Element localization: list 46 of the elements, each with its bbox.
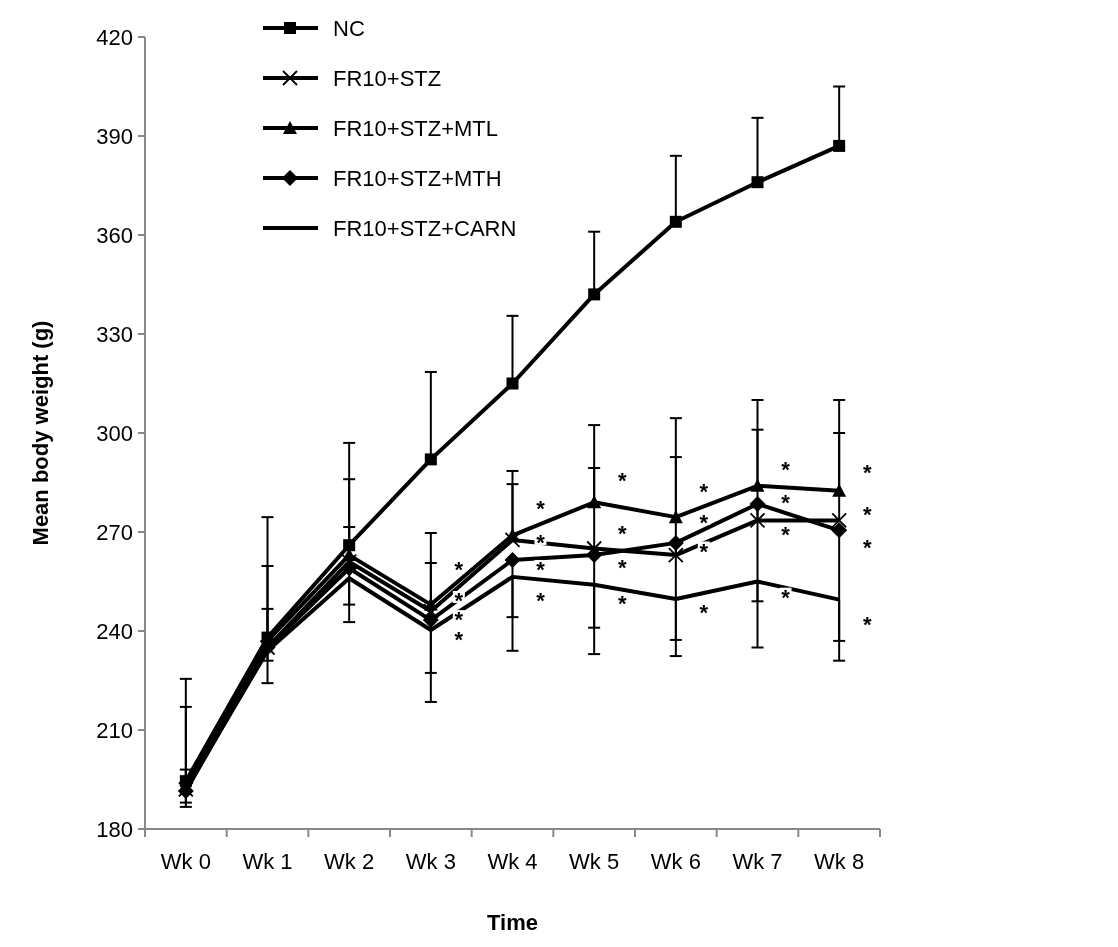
annotation: * bbox=[536, 588, 546, 613]
annotation: * bbox=[781, 456, 791, 482]
x-tick-label: Wk 1 bbox=[242, 849, 293, 874]
y-axis-title: Mean body weight (g) bbox=[28, 320, 53, 546]
x-axis-title: Time bbox=[487, 910, 538, 935]
annotation: * bbox=[617, 467, 627, 493]
x-tick-label: Wk 0 bbox=[160, 849, 211, 874]
x-tick-label: Wk 7 bbox=[732, 849, 783, 874]
y-tick-label: 180 bbox=[96, 816, 133, 842]
legend-label: FR10+STZ bbox=[333, 65, 442, 91]
annotation: * bbox=[454, 556, 464, 582]
x-tick-label: Wk 5 bbox=[569, 849, 620, 874]
y-tick-label: 240 bbox=[96, 618, 133, 644]
annotation: * bbox=[781, 489, 791, 515]
legend-label: FR10+STZ+MTL bbox=[333, 115, 499, 141]
y-tick-label: 420 bbox=[96, 24, 133, 50]
legend-label: FR10+STZ+CARN bbox=[333, 215, 517, 241]
y-tick-label: 360 bbox=[96, 222, 133, 248]
y-tick-label: 300 bbox=[96, 420, 133, 446]
annotation: * bbox=[781, 584, 791, 610]
annotation: * bbox=[699, 538, 709, 564]
annotation: * bbox=[699, 510, 709, 536]
x-tick-label: Wk 3 bbox=[405, 849, 456, 874]
annotation: * bbox=[536, 556, 546, 582]
annotation: * bbox=[862, 612, 872, 638]
annotation: * bbox=[862, 535, 872, 561]
annotation: * bbox=[617, 521, 627, 547]
annotation: * bbox=[862, 502, 872, 528]
annotation: * bbox=[699, 599, 709, 625]
annotation: * bbox=[862, 459, 872, 485]
y-tick-label: 390 bbox=[96, 123, 133, 149]
x-tick-label: Wk 8 bbox=[814, 849, 865, 874]
annotation: * bbox=[617, 591, 627, 617]
annotation: * bbox=[781, 522, 791, 547]
y-tick-label: 210 bbox=[96, 717, 133, 743]
annotation: * bbox=[536, 495, 546, 521]
annotation: * bbox=[536, 529, 546, 555]
legend-label: NC bbox=[333, 15, 365, 41]
y-tick-label: 270 bbox=[96, 519, 133, 545]
x-tick-label: Wk 2 bbox=[324, 849, 375, 874]
legend-label: FR10+STZ+MTH bbox=[333, 165, 502, 191]
annotation: * bbox=[617, 555, 627, 580]
x-tick-label: Wk 6 bbox=[650, 849, 701, 874]
y-tick-label: 330 bbox=[96, 321, 133, 347]
x-tick-label: Wk 4 bbox=[487, 849, 538, 874]
annotation: * bbox=[699, 479, 709, 505]
